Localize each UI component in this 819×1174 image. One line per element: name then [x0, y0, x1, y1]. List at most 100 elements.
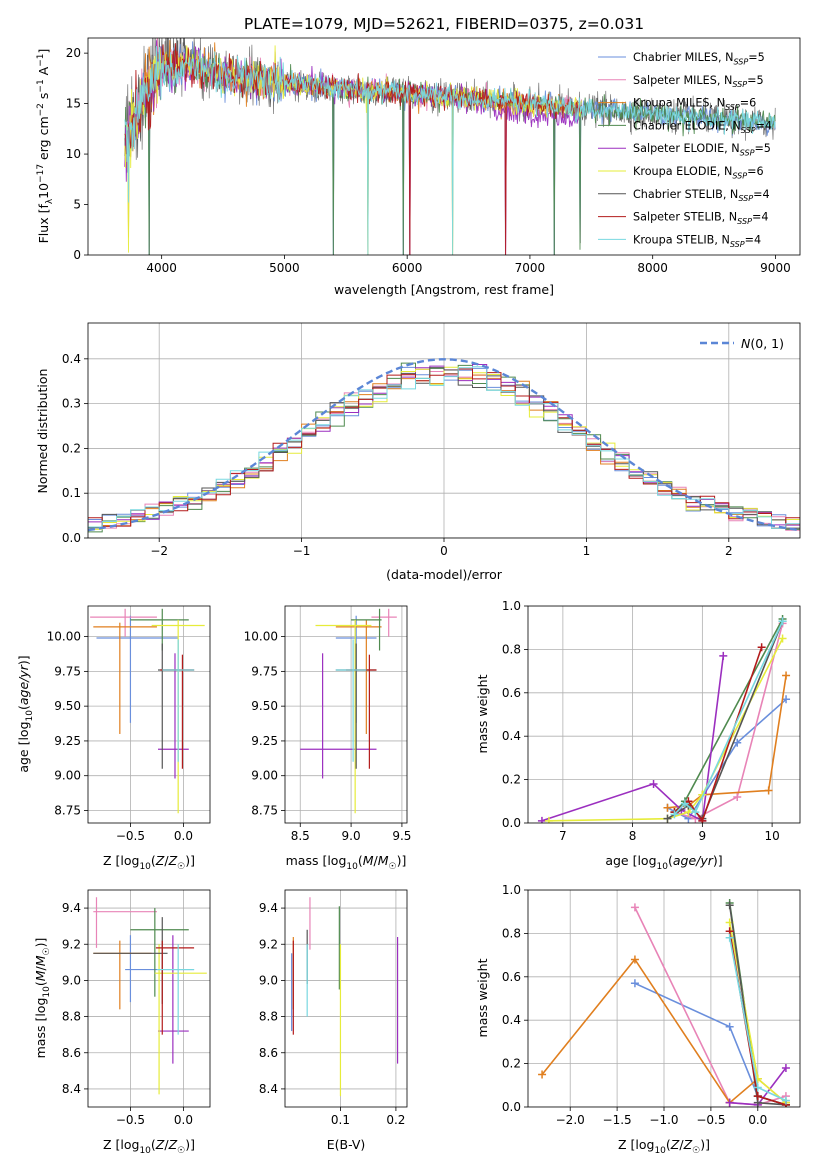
x-axis-label: E(B-V) [327, 1137, 366, 1152]
errorbar-point-0 [96, 615, 179, 723]
histogram-legend: N(0, 1) [700, 336, 784, 351]
gaussian-reference-curve [88, 358, 800, 532]
data-marker [691, 808, 700, 817]
y-tick-label: 9.4 [259, 901, 278, 915]
y-tick-label: 0.4 [62, 352, 81, 366]
legend-label: Chabrier STELIB, NSSP=4 [633, 188, 770, 203]
y-tick-label: 5 [73, 198, 81, 212]
y-tick-label: 9.4 [62, 901, 81, 915]
histogram-series-8 [88, 366, 800, 532]
y-tick-label: 10.00 [244, 630, 278, 644]
y-tick-label: 8.6 [259, 1046, 278, 1060]
axes-residuals: −2 −1 0 1 2 0.0 0.1 0.2 0.3 0.4 N(0, 1) (data-model… [35, 322, 801, 582]
y-tick-label: 9.50 [54, 699, 81, 713]
series-line [673, 620, 784, 815]
y-tick-label: 8.75 [251, 803, 278, 817]
axes-weight_vs_Z: −2.0 −1.5 −1.0 −0.5 0.0 0.0 0.2 0.4 0.6 0.8 1.0 Z [… [475, 883, 801, 1156]
data-marker [630, 955, 639, 964]
errorbar-point-1 [90, 608, 157, 637]
axes-age_vs_Z: −0.5 0.0 8.75 9.00 9.25 9.50 9.75 10.00 Z [log10… [16, 605, 211, 872]
data-marker [725, 901, 734, 910]
x-tick-label: 0.1 [331, 1113, 350, 1127]
errorbar-point-4 [158, 935, 189, 1064]
x-tick-label: −2 [150, 544, 168, 558]
errorbar-point-1 [371, 608, 397, 637]
y-tick-label: 0.0 [502, 816, 521, 830]
axes-border [87, 889, 211, 1108]
legend-label: Kroupa STELIB, NSSP=4 [633, 233, 761, 248]
y-axis-label: mass weight [475, 674, 490, 753]
y-tick-label: 20 [66, 46, 81, 60]
legend-label: Salpeter ELODIE, NSSP=5 [633, 142, 771, 157]
errorbar-point-4 [300, 653, 377, 779]
errorbar-point-8 [335, 639, 367, 762]
errorbar-point-7 [155, 940, 195, 1035]
plot-area [528, 606, 800, 823]
y-tick-label: 0.2 [502, 773, 521, 787]
data-marker [630, 903, 639, 912]
y-tick-label: 8.8 [259, 1010, 278, 1024]
y-tick-label: 0.2 [502, 1057, 521, 1071]
plot-area [88, 606, 210, 823]
x-axis-label: wavelength [Angstrom, rest frame] [334, 282, 554, 297]
legend-label: Chabrier ELODIE, NSSP=4 [633, 119, 772, 134]
data-marker [733, 738, 742, 747]
data-marker [725, 1098, 734, 1107]
y-tick-label: 1.0 [502, 599, 521, 613]
legend-label: Kroupa MILES, NSSP=6 [633, 97, 756, 112]
data-marker [781, 1063, 790, 1072]
y-tick-label: 0.0 [502, 1100, 521, 1114]
y-tick-label: 9.25 [251, 734, 278, 748]
y-tick-label: 9.2 [259, 937, 278, 951]
x-tick-label: 0.0 [174, 829, 193, 843]
axes-border [87, 37, 801, 256]
data-marker [725, 1022, 734, 1031]
axes-frame: 7 8 9 10 0.0 0.2 0.4 0.6 0.8 1.0 [502, 599, 780, 843]
weight-series-8 [670, 617, 787, 819]
x-tick-label: −0.5 [696, 1113, 725, 1127]
y-tick-label: 0.4 [502, 729, 521, 743]
x-tick-label: 8 [629, 829, 637, 843]
legend-label: Salpeter MILES, NSSP=5 [633, 74, 764, 89]
data-marker [733, 792, 742, 801]
y-tick-label: 9.0 [259, 973, 278, 987]
axes-frame: −0.5 0.0 8.75 9.00 9.25 9.50 9.75 10.00 [47, 630, 193, 843]
plot-area [88, 323, 800, 538]
y-axis-label: mass weight [475, 958, 490, 1037]
y-tick-label: 9.0 [62, 973, 81, 987]
spectrum-series-7 [124, 43, 582, 255]
data-marker [719, 651, 728, 660]
axes-weight_vs_age: 7 8 9 10 0.0 0.2 0.4 0.6 0.8 1.0 age [log10(age/yr… [475, 599, 801, 872]
axes-frame: 8.5 9.0 9.5 8.75 9.00 9.25 9.50 9.75 10.00 [244, 630, 412, 843]
axes-age_vs_mass: 8.5 9.0 9.5 8.75 9.00 9.25 9.50 9.75 10.00 mass [… [244, 605, 412, 872]
y-tick-label: 8.6 [62, 1046, 81, 1060]
data-marker [781, 1096, 790, 1105]
data-marker [753, 1092, 762, 1101]
axes-mass_vs_EBV: 0.1 0.2 8.4 8.6 8.8 9.0 9.2 9.4 E(B-V) [259, 889, 408, 1152]
y-tick-label: 10 [66, 147, 81, 161]
y-tick-label: 0.6 [502, 970, 521, 984]
axes-mass_vs_Z: −0.5 0.0 8.4 8.6 8.8 9.0 9.2 9.4 Z [log10(Z/Z☉)]… [33, 889, 211, 1156]
legend-label: Salpeter STELIB, NSSP=4 [633, 211, 768, 226]
axes-frame: −2 −1 0 1 2 0.0 0.1 0.2 0.3 0.4 [62, 352, 733, 558]
spectrum-series-8 [124, 45, 776, 255]
axes-spectrum: 4000 5000 6000 7000 8000 9000 0 5 10 15 20 Chabrier… [36, 37, 801, 297]
y-tick-label: 0.3 [62, 397, 81, 411]
plot-area [285, 890, 407, 1107]
x-tick-label: 0.0 [174, 1113, 193, 1127]
data-marker [663, 814, 672, 823]
y-tick-label: 8.4 [62, 1082, 81, 1096]
errorbar-point-4 [158, 653, 189, 779]
plot-area [528, 890, 800, 1107]
data-marker [537, 816, 546, 823]
x-axis-label: age [log10(age/yr)] [605, 853, 722, 872]
x-tick-label: 5000 [269, 261, 300, 275]
histogram-series-7 [88, 368, 800, 529]
x-tick-label: −2.0 [556, 1113, 585, 1127]
data-marker [663, 803, 672, 812]
y-tick-label: 0.8 [502, 642, 521, 656]
errorbar-point-3 [351, 608, 382, 651]
y-axis-label: age [log10(age/yr)] [16, 655, 35, 772]
x-tick-label: 8000 [637, 261, 668, 275]
